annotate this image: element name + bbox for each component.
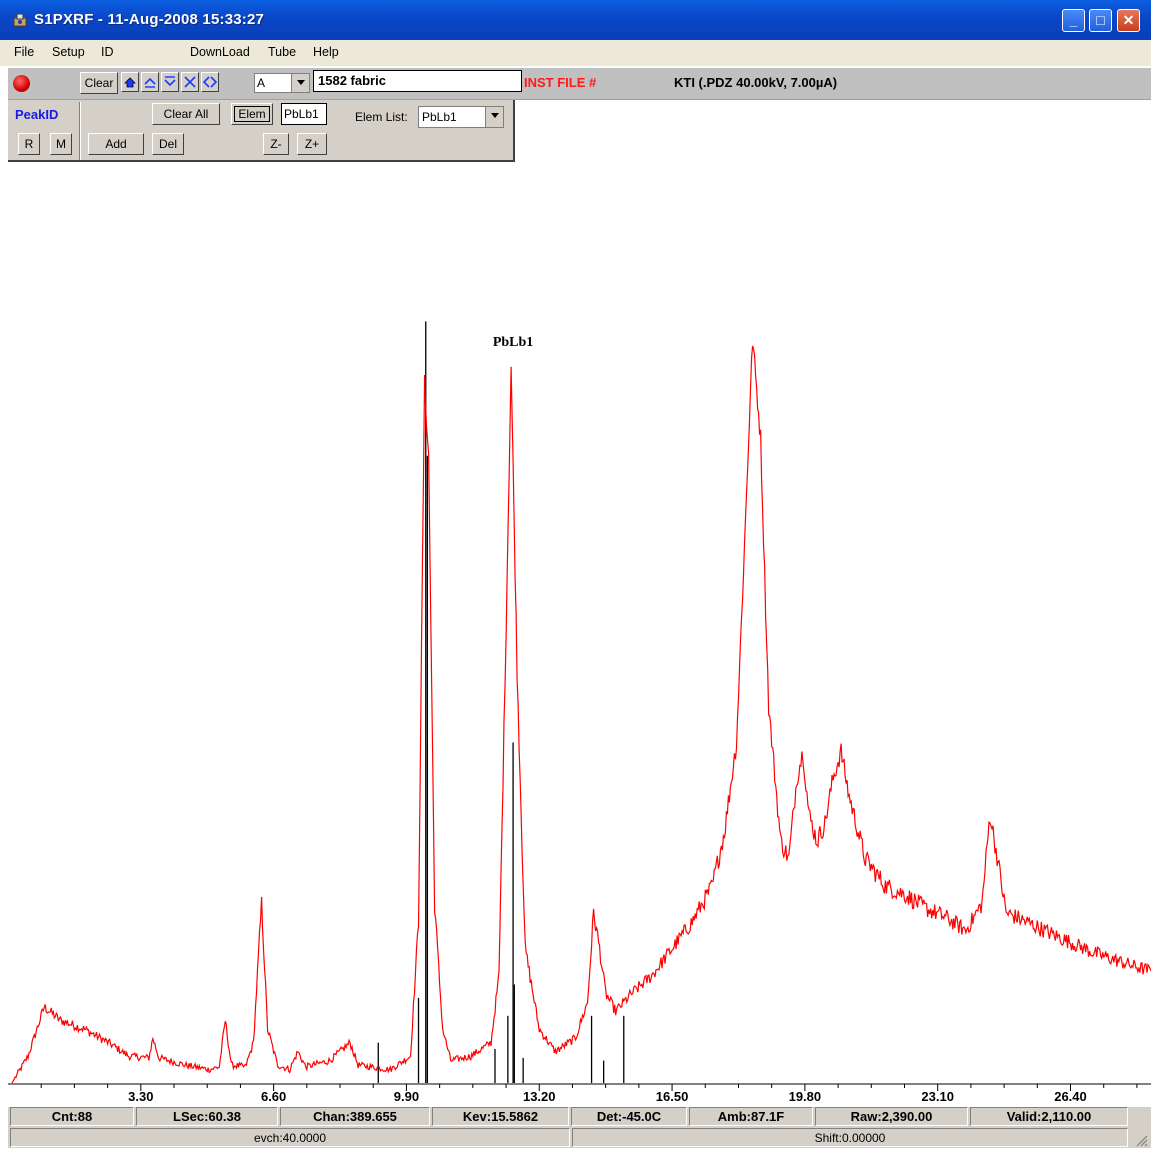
zoom-up-icon: [144, 77, 156, 88]
expand-x-icon: [203, 76, 217, 88]
x-tick-label: 16.50: [656, 1089, 689, 1104]
channel-dropdown-button[interactable]: [291, 74, 309, 92]
x-tick-label: 3.30: [128, 1089, 153, 1104]
elem-list-value: PbLb1: [422, 110, 457, 124]
zoom-down-button[interactable]: [161, 72, 179, 92]
title-bar[interactable]: [0, 0, 1151, 40]
menu-help[interactable]: Help: [313, 45, 339, 59]
clear-all-button[interactable]: Clear All: [152, 103, 220, 125]
maximize-button[interactable]: □: [1089, 9, 1112, 32]
status-raw: Raw:2,390.00: [815, 1107, 968, 1126]
chevron-down-icon: [490, 113, 499, 118]
elem-list-dropdown-button[interactable]: [485, 107, 503, 127]
elem-list-select[interactable]: PbLb1: [418, 106, 504, 128]
sample-name-input[interactable]: 1582 fabric: [313, 70, 522, 92]
status-bar-bottom: [8, 1127, 1151, 1148]
panel-divider: [79, 102, 81, 160]
menu-tube[interactable]: Tube: [268, 45, 297, 59]
x-tick-label: 19.80: [789, 1089, 822, 1104]
menu-file[interactable]: File: [14, 45, 35, 59]
m-button[interactable]: M: [50, 133, 72, 155]
add-button[interactable]: Add: [88, 133, 144, 155]
status-amb: Amb:87.1F: [689, 1107, 813, 1126]
channel-select[interactable]: A: [254, 73, 310, 93]
x-tick-label: 6.60: [261, 1089, 286, 1104]
elem-input[interactable]: PbLb1: [281, 103, 327, 125]
channel-select-value: A: [257, 76, 266, 90]
zoom-up-button[interactable]: [141, 72, 159, 92]
status-bar-top: [8, 1106, 1151, 1127]
chevron-down-icon: [296, 80, 305, 85]
menu-download[interactable]: DownLoad: [190, 45, 250, 59]
status-valid: Valid:2,110.00: [970, 1107, 1128, 1126]
x-tick-label: 9.90: [394, 1089, 419, 1104]
home-button[interactable]: [121, 72, 139, 92]
instrument-status-text: KTI (.PDZ 40.00kV, 7.00µA): [674, 75, 838, 90]
menu-id[interactable]: ID: [101, 45, 114, 59]
peakid-title: PeakID: [15, 107, 59, 122]
status-kev: Kev:15.5862: [432, 1107, 569, 1126]
status-det: Det:-45.0C: [571, 1107, 687, 1126]
home-icon: [124, 77, 136, 88]
elem-list-label: Elem List:: [355, 110, 408, 124]
status-evch: evch:40.0000: [10, 1128, 570, 1147]
x-tick-label: 13.20: [523, 1089, 556, 1104]
status-shift: Shift:0.00000: [572, 1128, 1128, 1147]
del-button[interactable]: Del: [152, 133, 184, 155]
x-tick-label: 26.40: [1054, 1089, 1087, 1104]
contract-x-icon: [184, 76, 196, 88]
inst-file-label: INST FILE #: [524, 75, 597, 90]
r-button[interactable]: R: [18, 133, 40, 155]
spectrum-line: [11, 345, 1151, 1084]
z-plus-button[interactable]: Z+: [297, 133, 327, 155]
clear-button[interactable]: Clear: [80, 72, 118, 94]
instrument-app-icon[interactable]: [12, 12, 28, 28]
status-led-icon: [13, 75, 30, 92]
x-tick-label: 23.10: [921, 1089, 954, 1104]
elem-button[interactable]: Elem: [231, 103, 273, 125]
menu-setup[interactable]: Setup: [52, 45, 85, 59]
minimize-icon: _: [1069, 12, 1078, 28]
zoom-down-icon: [164, 76, 176, 87]
status-chan: Chan:389.655: [280, 1107, 430, 1126]
resize-grip-icon[interactable]: [1134, 1133, 1148, 1147]
status-cnt: Cnt:88: [10, 1107, 134, 1126]
peak-label: PbLb1: [493, 335, 533, 350]
maximize-icon: □: [1096, 12, 1105, 28]
minimize-button[interactable]: _: [1062, 9, 1085, 32]
window-title: S1PXRF - 11-Aug-2008 15:33:27: [34, 11, 265, 28]
menu-bar: [0, 40, 1151, 66]
expand-x-button[interactable]: [201, 72, 219, 92]
contract-x-button[interactable]: [181, 72, 199, 92]
z-minus-button[interactable]: Z-: [263, 133, 289, 155]
close-button[interactable]: ✕: [1117, 9, 1140, 32]
status-lsec: LSec:60.38: [136, 1107, 278, 1126]
close-icon: ✕: [1122, 12, 1135, 28]
